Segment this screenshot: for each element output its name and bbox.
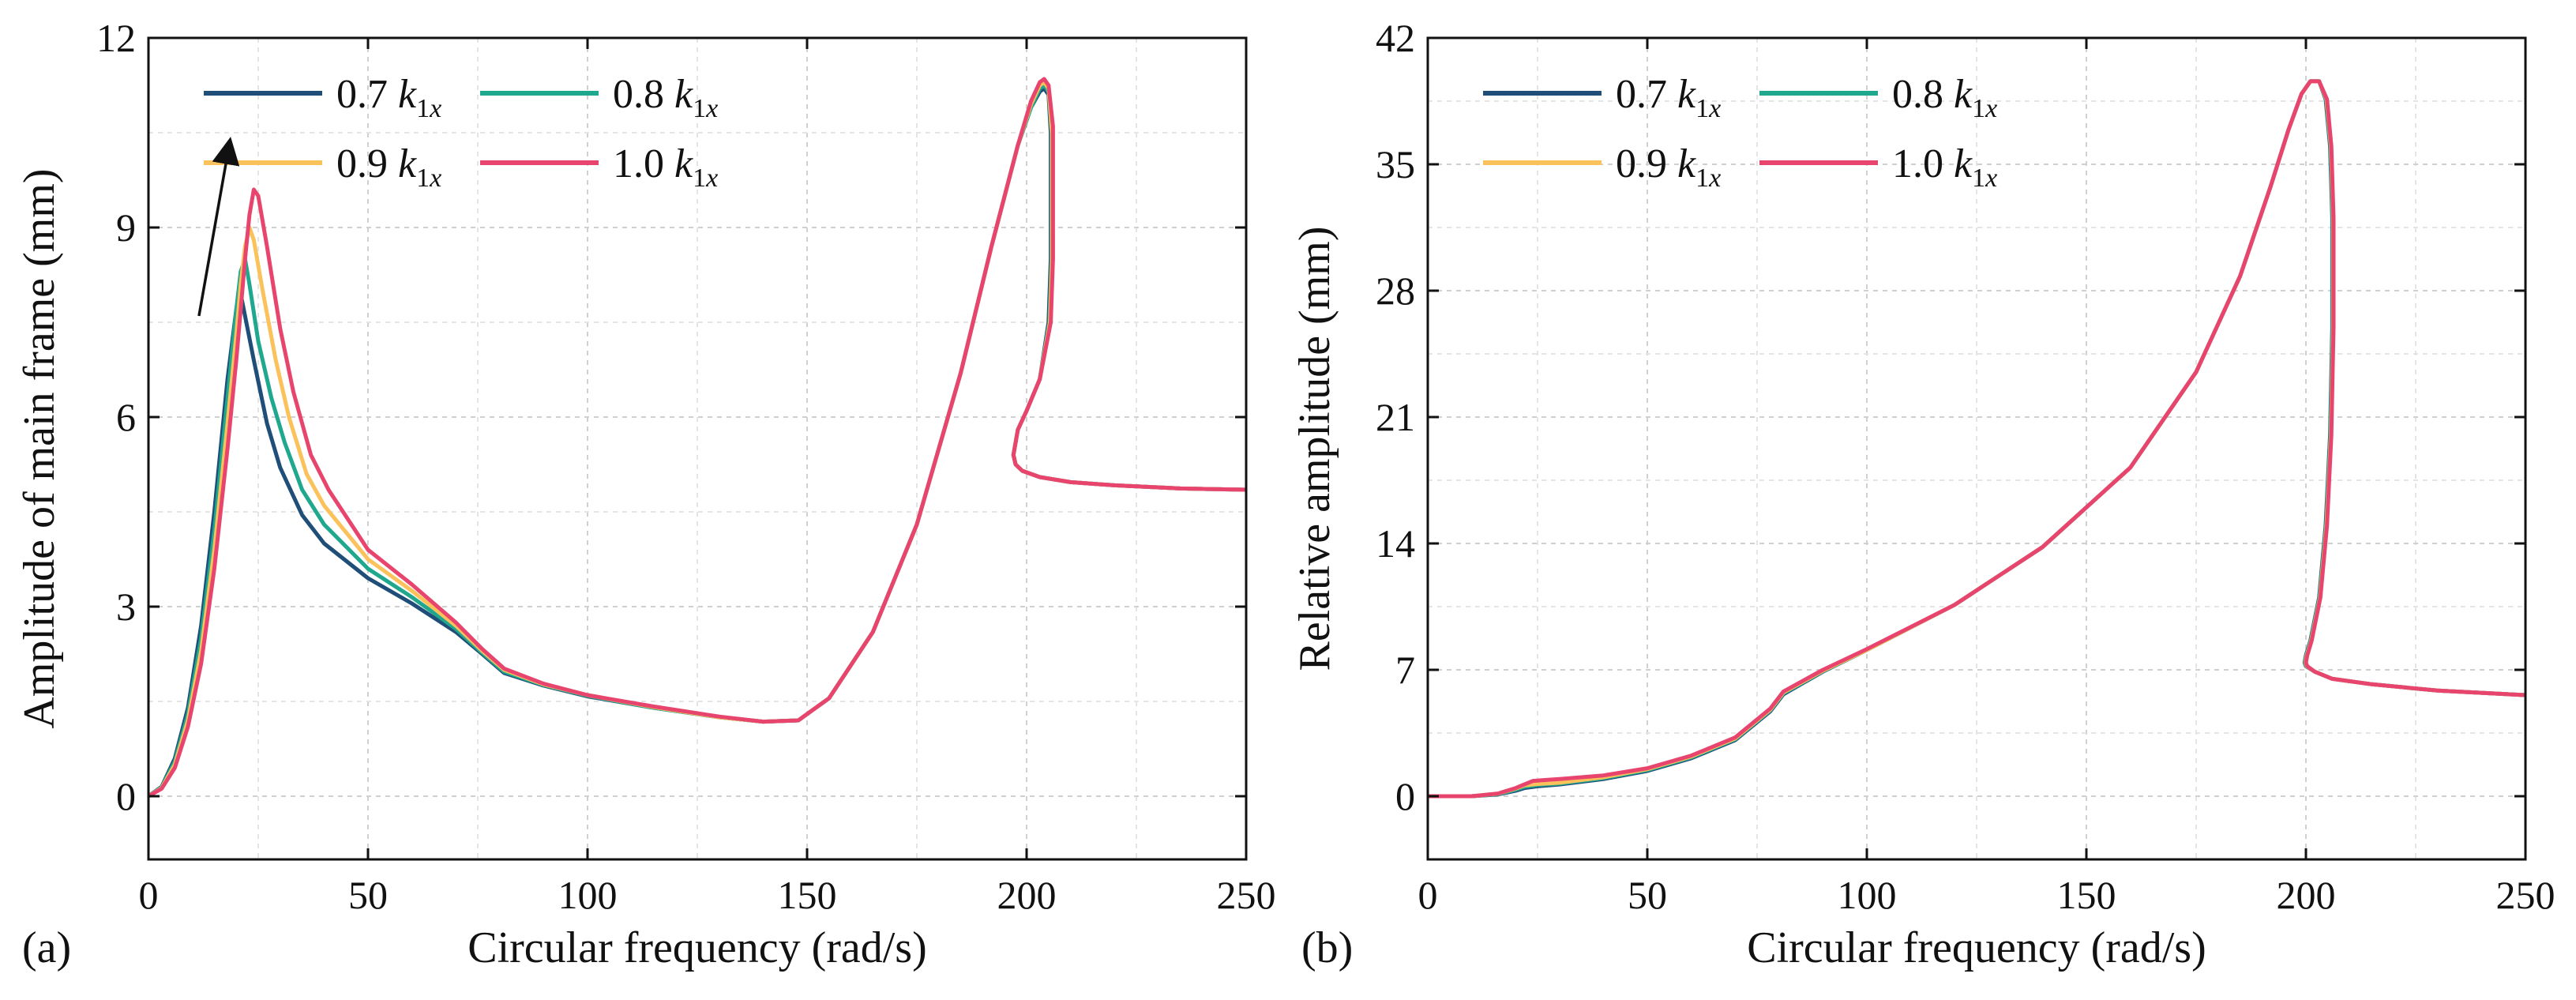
legend-label-a-1: 0.8 k1x <box>613 72 718 123</box>
legend-b: 0.7 k1x 0.8 k1x 0.9 k1x 1.0 k1x <box>1483 72 1997 193</box>
x-tick-label-b-2: 100 <box>1838 873 1897 917</box>
plot-frame-a <box>147 36 1248 861</box>
legend-label-b-0: 0.7 k1x <box>1616 72 1721 123</box>
series-line-a-3 <box>148 77 1246 799</box>
x-tick-label-a-0: 0 <box>139 873 159 917</box>
x-tick-label-a-1: 50 <box>348 873 388 917</box>
panel-label-a: (a) <box>22 923 71 972</box>
x-axis-label-b: Circular frequency (rad/s) <box>1747 923 2206 972</box>
y-tick-label-b-3: 21 <box>1376 395 1415 439</box>
x-tick-label-b-1: 50 <box>1628 873 1667 917</box>
series-line-b-3 <box>1428 79 2525 799</box>
legend-label-b-1: 0.8 k1x <box>1892 72 1997 123</box>
legend-label-a-3: 1.0 k1x <box>613 141 718 193</box>
x-axis-label-a: Circular frequency (rad/s) <box>468 923 927 972</box>
x-tick-label-a-3: 150 <box>778 873 837 917</box>
y-tick-label-a-3: 9 <box>116 205 136 250</box>
y-axis-label-a: Amplitude of main frame (mm) <box>15 168 64 728</box>
y-tick-label-b-4: 28 <box>1376 269 1415 313</box>
legend-label-a-2: 0.9 k1x <box>336 141 441 193</box>
y-tick-label-a-1: 3 <box>116 585 136 629</box>
x-tick-label-a-2: 100 <box>558 873 618 917</box>
plot-frame-b <box>1426 36 2527 861</box>
series-line-a-0 <box>148 86 1246 799</box>
x-tick-label-b-4: 200 <box>2277 873 2336 917</box>
x-tick-label-b-0: 0 <box>1418 873 1438 917</box>
y-tick-label-b-0: 0 <box>1395 774 1415 818</box>
legend-label-b-3: 1.0 k1x <box>1892 141 1997 193</box>
legend-a: 0.7 k1x 0.8 k1x 0.9 k1x 1.0 k1x <box>204 72 718 193</box>
chart-panel-a: 0 50 100 150 200 250 0 3 6 9 12 Circular frequency … <box>15 16 1276 972</box>
legend-label-a-0: 0.7 k1x <box>336 72 441 123</box>
y-tick-label-a-0: 0 <box>116 774 136 818</box>
y-tick-label-b-5: 35 <box>1376 142 1415 186</box>
series-group-b <box>1428 79 2525 799</box>
x-tick-label-a-5: 250 <box>1217 873 1276 917</box>
legend-label-b-2: 0.9 k1x <box>1616 141 1721 193</box>
annotation-arrow <box>197 137 240 317</box>
y-tick-label-b-6: 42 <box>1376 16 1415 60</box>
x-tick-label-b-3: 150 <box>2057 873 2116 917</box>
panel-label-b: (b) <box>1301 923 1353 972</box>
x-tick-label-a-4: 200 <box>997 873 1057 917</box>
x-tick-label-b-5: 250 <box>2496 873 2555 917</box>
series-group-a <box>148 77 1246 799</box>
y-axis-label-b: Relative amplitude (mm) <box>1290 227 1339 671</box>
chart-panel-b: 0 50 100 150 200 250 0 7 14 21 28 35 42 Circular freq… <box>1290 16 2555 972</box>
y-tick-label-a-4: 12 <box>96 16 136 60</box>
y-tick-label-b-2: 14 <box>1376 521 1415 566</box>
y-tick-label-b-1: 7 <box>1395 648 1415 692</box>
y-tick-label-a-2: 6 <box>116 395 136 439</box>
